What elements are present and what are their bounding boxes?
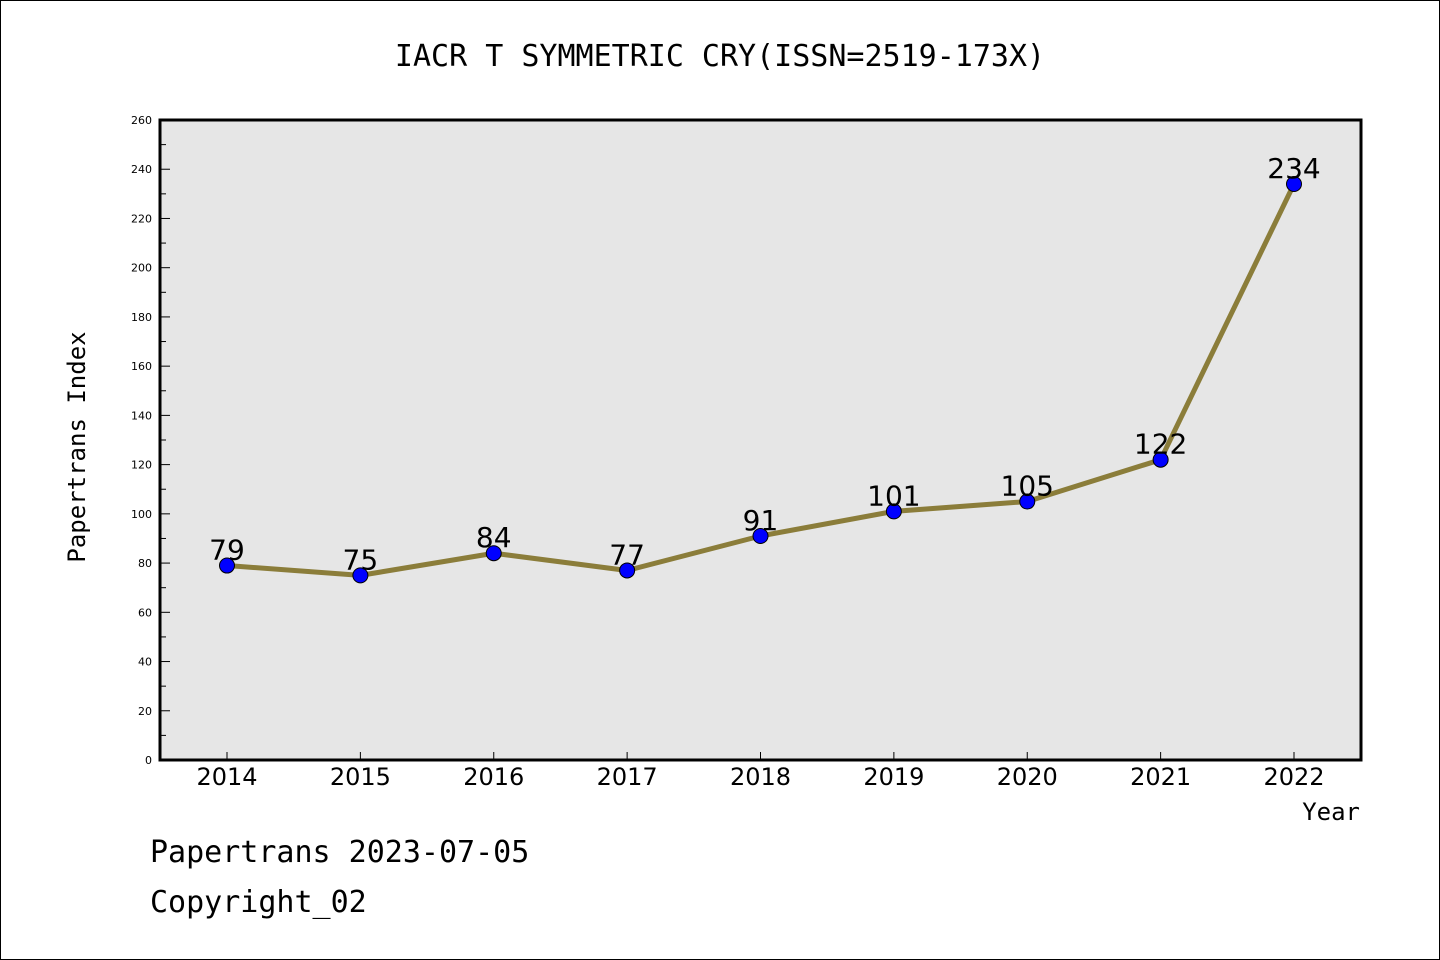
y-tick-label: 40 — [138, 656, 152, 669]
data-label: 234 — [1267, 152, 1320, 185]
y-tick-labels: 0 20 40 60 80 100 120 140 160 180 200 220 240 260 — [131, 114, 152, 767]
data-label: 79 — [209, 534, 245, 567]
y-tick-label: 260 — [131, 114, 152, 127]
x-tick-label: 2018 — [730, 763, 791, 791]
y-tick-label: 60 — [138, 606, 152, 619]
y-tick-label: 220 — [131, 212, 152, 225]
x-tick-label: 2019 — [863, 763, 924, 791]
x-tick-labels: 2014 2015 2016 2017 2018 2019 2020 2021 2022 — [196, 763, 1324, 791]
y-tick-label: 240 — [131, 163, 152, 176]
data-point — [1019, 493, 1036, 510]
x-tick-label: 2017 — [597, 763, 658, 791]
plot-area — [158, 118, 1363, 762]
y-tick-label: 100 — [131, 508, 152, 521]
data-point — [219, 557, 235, 574]
x-tick-label: 2015 — [330, 763, 391, 791]
data-label: 77 — [609, 538, 645, 571]
data-point — [485, 545, 502, 562]
y-tick-label: 160 — [131, 360, 152, 373]
x-tick-label: 2016 — [463, 763, 524, 791]
data-point — [885, 503, 902, 520]
data-point — [619, 562, 636, 579]
data-label: 101 — [867, 479, 920, 512]
footer-date: Papertrans 2023-07-05 — [150, 835, 530, 870]
footer-copyright: Copyright_02 — [150, 885, 367, 920]
y-tick-label: 120 — [131, 459, 152, 472]
data-label: 84 — [476, 521, 512, 554]
data-point — [752, 528, 769, 544]
y-tick-label: 180 — [131, 311, 152, 324]
data-point — [352, 567, 369, 584]
data-point — [1152, 451, 1169, 468]
x-tick-label: 2021 — [1130, 763, 1191, 791]
y-tick-label: 20 — [138, 705, 152, 718]
data-label: 75 — [343, 543, 379, 576]
y-tick-label: 0 — [145, 754, 152, 767]
y-tick-label: 80 — [138, 557, 152, 570]
tick-marks — [160, 119, 1295, 761]
x-tick-label: 2022 — [1263, 763, 1324, 791]
data-label: 122 — [1134, 428, 1187, 461]
data-markers — [219, 176, 1302, 584]
data-labels: 79 75 84 77 91 101 105 122 234 — [209, 152, 1321, 576]
x-tick-label: 2020 — [997, 763, 1058, 791]
data-label: 105 — [1001, 470, 1054, 503]
x-axis-label: Year — [1302, 798, 1360, 826]
y-tick-label: 200 — [131, 262, 152, 275]
y-axis-label: Papertrans Index — [63, 331, 91, 562]
data-label: 91 — [743, 504, 779, 537]
y-tick-label: 140 — [131, 409, 152, 422]
data-point — [1286, 176, 1302, 192]
x-tick-label: 2014 — [196, 763, 257, 791]
chart-title: IACR T SYMMETRIC CRY(ISSN=2519-173X) — [395, 39, 1045, 74]
